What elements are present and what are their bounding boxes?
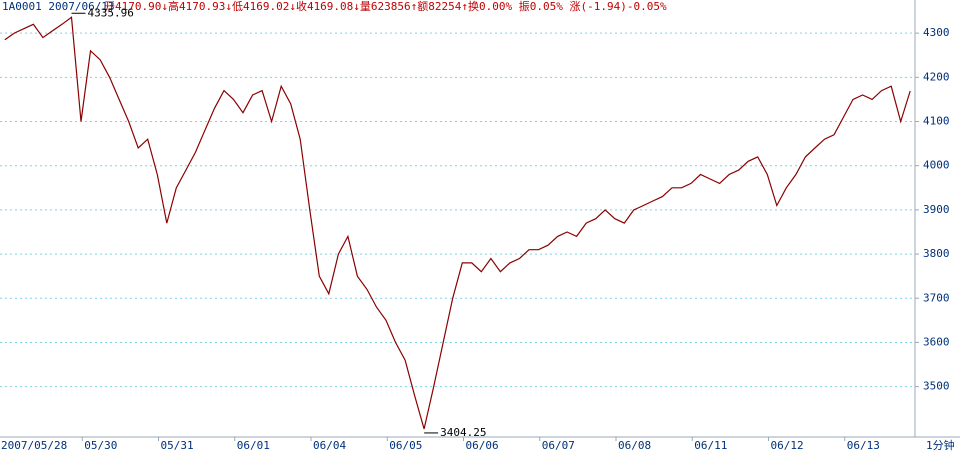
x-tick-label: 05/31 (161, 439, 194, 452)
x-tick-label: 06/06 (466, 439, 499, 452)
x-tick-label: 06/12 (771, 439, 804, 452)
x-tick-label: 06/05 (389, 439, 422, 452)
price-line (4, 16, 911, 430)
y-tick-label: 4100 (923, 115, 950, 128)
x-tick-label: 06/08 (618, 439, 651, 452)
chart-title: 1A0001 2007/06/13 (2, 0, 115, 13)
y-tick-label: 3700 (923, 291, 950, 304)
y-tick-label: 4300 (923, 26, 950, 39)
x-tick-label: 2007/05/28 (1, 439, 67, 452)
period-label: 1分钟 (926, 438, 955, 452)
x-tick-label: 06/13 (847, 439, 880, 452)
x-tick-label: 06/04 (313, 439, 346, 452)
y-tick-label: 4200 (923, 70, 950, 83)
y-tick-label: 3800 (923, 247, 950, 260)
x-tick-label: 06/11 (694, 439, 727, 452)
annotation: 3404.25 (440, 426, 486, 439)
y-tick-label: 3600 (923, 335, 950, 348)
x-tick-label: 05/30 (84, 439, 117, 452)
y-tick-label: 3900 (923, 203, 950, 216)
x-tick-label: 06/01 (237, 439, 270, 452)
y-tick-label: 3500 (923, 380, 950, 393)
x-tick-label: 06/07 (542, 439, 575, 452)
quote-line: 开4170.90↓高4170.93↓低4169.02↓收4169.08↓量623… (104, 0, 667, 13)
annotation: 4335.96 (87, 6, 133, 19)
y-tick-label: 4000 (923, 159, 950, 172)
